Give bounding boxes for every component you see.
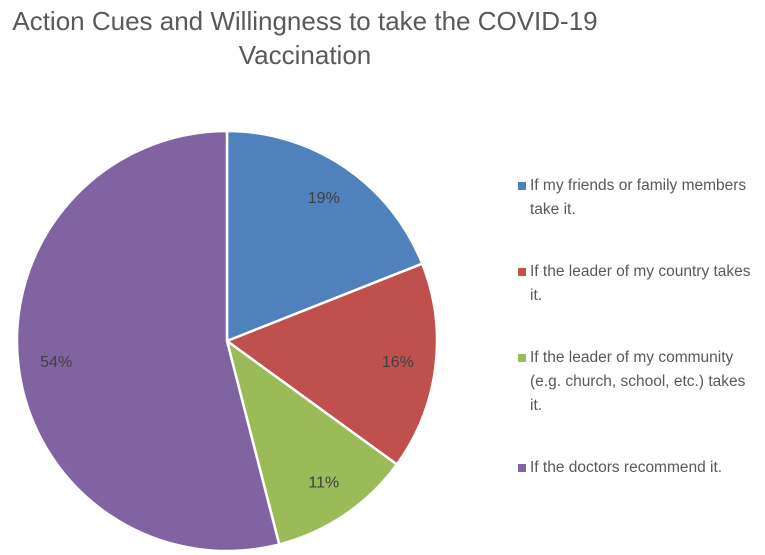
legend-label: If the doctors recommend it.	[530, 459, 723, 476]
pie-slice	[15, 129, 281, 553]
legend-item: If the leader of my country takes it.	[518, 260, 758, 308]
pie-slice	[224, 337, 399, 546]
data-label: 54%	[40, 354, 72, 371]
data-label: 11%	[308, 475, 339, 492]
data-label: 16%	[382, 354, 414, 371]
legend-item: If the doctors recommend it.	[518, 456, 758, 480]
legend-swatch	[518, 464, 526, 472]
chart-title: Action Cues and Willingness to take the …	[12, 6, 598, 70]
legend-label: If my friends or family members take it.	[530, 177, 747, 218]
legend-swatch	[518, 354, 526, 362]
legend-swatch	[518, 268, 526, 276]
pie-slice	[225, 129, 424, 343]
legend-label: If the leader of my community (e.g. chur…	[530, 349, 746, 414]
legend: If my friends or family members take it.…	[518, 174, 758, 518]
legend-item: If the leader of my community (e.g. chur…	[518, 346, 758, 418]
pie-slice	[224, 262, 439, 467]
legend-label: If the leader of my country takes it.	[530, 263, 751, 304]
data-label: 19%	[308, 190, 340, 207]
legend-item: If my friends or family members take it.	[518, 174, 758, 222]
legend-swatch	[518, 182, 526, 190]
